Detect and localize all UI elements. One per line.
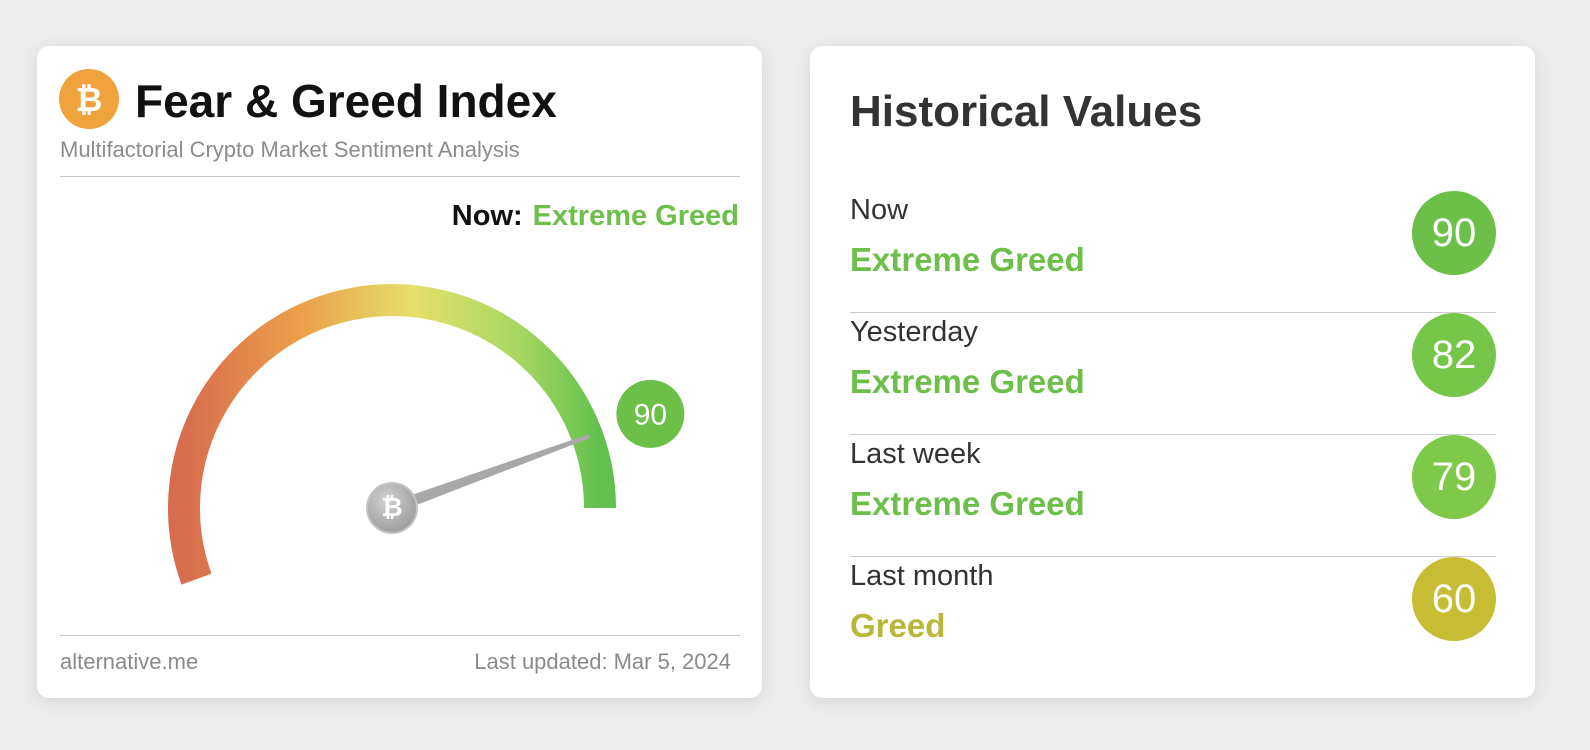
history-period: Yesterday bbox=[850, 316, 978, 348]
last-updated: Last updated: Mar 5, 2024 bbox=[474, 649, 731, 675]
gauge-value-badge bbox=[616, 379, 685, 448]
history-value-badge: 60 bbox=[1412, 557, 1496, 641]
history-row-yesterday: Yesterday Extreme Greed 82 bbox=[850, 313, 1496, 435]
history-row-last-month: Last month Greed 60 bbox=[850, 557, 1496, 679]
last-updated-label: Last updated: bbox=[474, 649, 608, 674]
now-label: Now: bbox=[451, 200, 523, 232]
history-status: Extreme Greed bbox=[850, 241, 1085, 278]
header-divider bbox=[60, 176, 740, 177]
footer-divider bbox=[60, 635, 740, 636]
bitcoin-icon: ₿ bbox=[75, 79, 103, 119]
row-divider bbox=[850, 434, 1496, 435]
bitcoin-logo: ₿ bbox=[59, 69, 119, 129]
history-status: Extreme Greed bbox=[850, 485, 1085, 522]
history-period: Last month bbox=[850, 560, 994, 592]
gauge-needle bbox=[389, 434, 591, 514]
history-period: Last week bbox=[850, 438, 981, 470]
source-link[interactable]: alternative.me bbox=[60, 649, 199, 674]
history-value-badge: 79 bbox=[1412, 435, 1496, 519]
history-row-now: Now Extreme Greed 90 bbox=[850, 191, 1496, 313]
fear-greed-card: ₿ Fear & Greed Index Multifactorial Cryp… bbox=[37, 46, 762, 698]
row-divider bbox=[850, 556, 1496, 557]
sentiment-gauge: ₿ 90 bbox=[168, 284, 685, 585]
bitcoin-icon: ₿ bbox=[381, 493, 402, 523]
gauge-hub bbox=[366, 482, 418, 534]
current-status: Now: Extreme Greed bbox=[452, 198, 739, 234]
last-updated-date: Mar 5, 2024 bbox=[613, 649, 731, 674]
row-divider bbox=[850, 312, 1496, 313]
history-row-last-week: Last week Extreme Greed 79 bbox=[850, 435, 1496, 557]
history-status: Extreme Greed bbox=[850, 363, 1085, 400]
history-period: Now bbox=[850, 194, 909, 226]
historical-title: Historical Values bbox=[850, 87, 1203, 136]
history-value-badge: 90 bbox=[1412, 191, 1496, 275]
gauge-value: 90 bbox=[634, 398, 667, 431]
gauge-arc bbox=[168, 284, 616, 585]
card-title: Fear & Greed Index bbox=[135, 75, 557, 127]
history-status: Greed bbox=[850, 607, 946, 644]
now-status: Extreme Greed bbox=[532, 200, 739, 232]
historical-values-card: Historical Values Now Extreme Greed 90 Y… bbox=[810, 46, 1535, 698]
history-value-badge: 82 bbox=[1412, 313, 1496, 397]
card-subtitle: Multifactorial Crypto Market Sentiment A… bbox=[60, 137, 520, 162]
